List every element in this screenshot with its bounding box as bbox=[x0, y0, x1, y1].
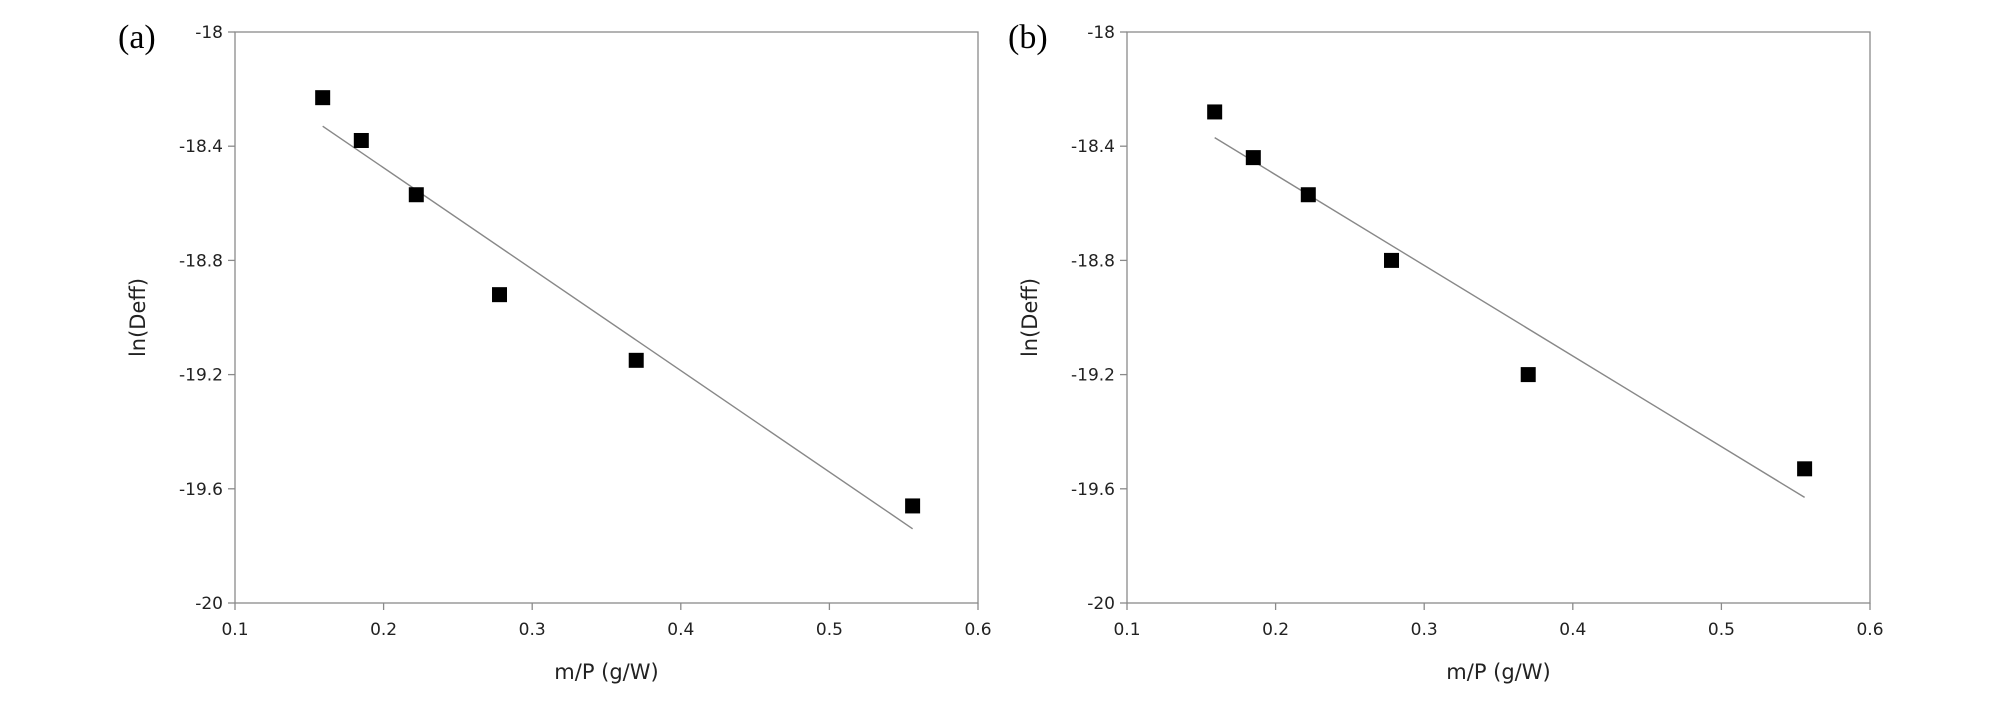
y-tick-label: -18 bbox=[1087, 23, 1115, 43]
x-tick-label: 0.4 bbox=[667, 620, 694, 640]
chart-panel-a: (a) -18 -18.4 -18.8 -19.2 -19.6 -20 0.1 0.2 0.3 0.… bbox=[118, 19, 992, 684]
data-point bbox=[1207, 104, 1223, 120]
y-tick-label: -18.8 bbox=[1071, 251, 1115, 271]
panel-label: (a) bbox=[118, 19, 156, 56]
data-point bbox=[353, 132, 369, 148]
x-tick-label: 0.1 bbox=[1113, 620, 1140, 640]
y-tick-label: -18 bbox=[195, 23, 223, 43]
plot-frame bbox=[234, 31, 979, 604]
y-tick-label: -20 bbox=[195, 594, 223, 614]
y-tick-label: -18.4 bbox=[179, 137, 223, 157]
data-point bbox=[1797, 461, 1813, 477]
plot-frame bbox=[1126, 31, 1871, 604]
x-axis-title: m/P (g/W) bbox=[554, 660, 658, 684]
y-tick-label: -19.2 bbox=[1071, 366, 1115, 386]
y-axis-title: ln(Deff) bbox=[126, 278, 150, 357]
x-tick-label: 0.6 bbox=[964, 620, 991, 640]
chart-panel-b: (b) -18 -18.4 -18.8 -19.2 -19.6 -20 0.1 0.2 0.3 0.… bbox=[1008, 19, 1884, 684]
data-point bbox=[315, 90, 331, 106]
y-tick-label: -20 bbox=[1087, 594, 1115, 614]
x-tick-label: 0.2 bbox=[1262, 620, 1289, 640]
y-tick-label: -19.6 bbox=[179, 480, 223, 500]
data-point bbox=[905, 498, 921, 514]
data-point bbox=[1520, 367, 1536, 383]
x-tick-label: 0.1 bbox=[221, 620, 248, 640]
data-point bbox=[1384, 252, 1400, 268]
y-tick-label: -18.8 bbox=[179, 251, 223, 271]
panel-label: (b) bbox=[1008, 19, 1048, 56]
x-tick-label: 0.5 bbox=[816, 620, 843, 640]
y-tick-label: -19.6 bbox=[1071, 480, 1115, 500]
x-tick-label: 0.6 bbox=[1856, 620, 1883, 640]
data-point bbox=[492, 287, 508, 303]
data-point bbox=[408, 187, 424, 203]
x-tick-label: 0.3 bbox=[519, 620, 546, 640]
x-tick-label: 0.5 bbox=[1708, 620, 1735, 640]
x-tick-label: 0.3 bbox=[1411, 620, 1438, 640]
x-tick-label: 0.2 bbox=[370, 620, 397, 640]
y-tick-label: -19.2 bbox=[179, 366, 223, 386]
data-point bbox=[1245, 150, 1261, 166]
data-point bbox=[1300, 187, 1316, 203]
y-tick-label: -18.4 bbox=[1071, 137, 1115, 157]
data-point bbox=[628, 352, 644, 368]
x-axis-title: m/P (g/W) bbox=[1446, 660, 1550, 684]
y-axis-title: ln(Deff) bbox=[1018, 278, 1042, 357]
x-tick-label: 0.4 bbox=[1559, 620, 1586, 640]
